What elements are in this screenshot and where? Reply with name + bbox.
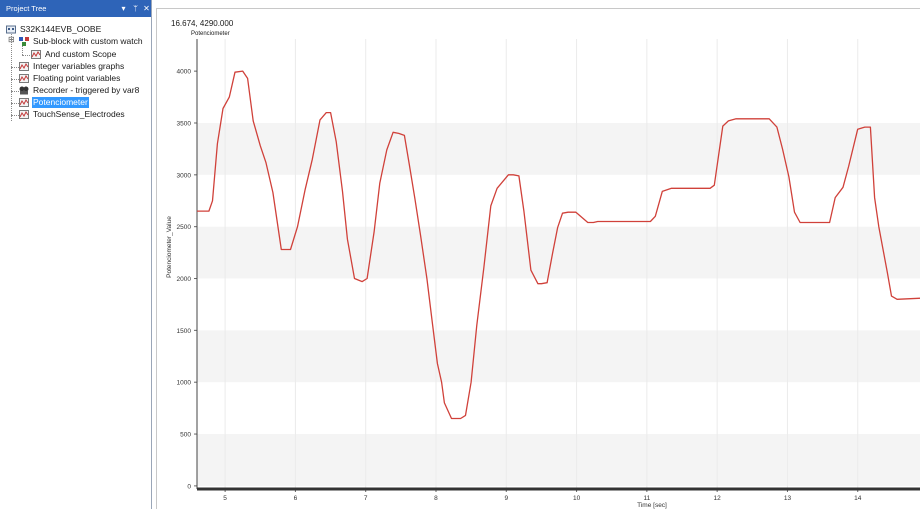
project-icon: [6, 25, 16, 34]
project-tree-header: Project Tree ▾ ᛘ ✕: [0, 0, 151, 17]
tree-item-label: Sub-block with custom watch: [33, 36, 143, 46]
dropdown-icon[interactable]: ▾: [121, 4, 126, 13]
tree-guide-line: [11, 34, 12, 121]
tree-item-project-root[interactable]: S32K144EVB_OOBE: [6, 24, 102, 35]
tree-guide-line: [11, 115, 19, 116]
tree-item-touchsense-electrodes[interactable]: TouchSense_Electrodes: [19, 109, 126, 120]
grid-band: [197, 226, 920, 279]
pin-icon[interactable]: ᛘ: [133, 4, 138, 13]
chart-series: [197, 70, 920, 420]
tree-item-floating-point-variables[interactable]: Floating point variables: [19, 73, 121, 84]
chart-title: Potenciometer: [191, 31, 230, 37]
scope-icon: [19, 98, 29, 108]
x-tick-label: 13: [784, 495, 792, 502]
y-tick-label: 3500: [177, 120, 192, 127]
scope-chart-panel[interactable]: 5 6 7 8 9 10 11 12 13 14 0 500 1000 1500 2000 2500 3000 3…: [156, 8, 920, 509]
y-axis-label: Potenciometer_Value: [166, 216, 173, 278]
collapse-icon[interactable]: ⊟: [8, 35, 15, 44]
tree-item-potenciometer[interactable]: Potenciometer: [19, 97, 89, 108]
y-tick-label: 1000: [177, 380, 192, 387]
x-tick-label: 14: [854, 495, 862, 502]
scope-icon: [19, 110, 29, 120]
grid-band: [197, 330, 920, 383]
tree-item-label: And custom Scope: [45, 49, 117, 59]
tree-item-label: Floating point variables: [33, 73, 121, 83]
x-tick-label: 11: [643, 495, 650, 502]
tree-item-label: Recorder - triggered by var8: [33, 85, 140, 95]
subblock-icon: [19, 37, 29, 47]
x-tick-label: 8: [434, 495, 438, 502]
x-axis-label: Time [sec]: [637, 502, 667, 509]
y-tick-label: 2500: [177, 224, 192, 231]
x-tick-label: 5: [223, 495, 227, 502]
y-tick-label: 4000: [177, 69, 192, 76]
recorder-icon: [19, 86, 29, 95]
scope-icon: [19, 62, 29, 72]
scope-icon: [31, 50, 41, 60]
x-tick-label: 12: [714, 495, 722, 502]
tree-item-label: Integer variables graphs: [33, 61, 125, 71]
tree-item-sub-block[interactable]: Sub-block with custom watch: [19, 36, 144, 47]
tree-guide-line: [22, 46, 23, 55]
scope-chart[interactable]: 5 6 7 8 9 10 11 12 13 14 0 500 1000 1500 2000 2500 3000 3…: [157, 9, 920, 510]
tree-item-recorder[interactable]: Recorder - triggered by var8: [19, 85, 140, 96]
tree-item-and-custom-scope[interactable]: And custom Scope: [31, 49, 117, 60]
project-tree-title: Project Tree: [6, 4, 47, 13]
tree-item-label: TouchSense_Electrodes: [33, 109, 125, 119]
y-tick-label: 3000: [177, 172, 192, 179]
x-tick-label: 6: [294, 495, 298, 502]
chart-grid-bands: [197, 122, 920, 486]
tree-guide-line: [11, 103, 19, 104]
grid-band: [197, 122, 920, 175]
y-tick-label: 0: [187, 483, 191, 490]
y-tick-label: 500: [180, 432, 191, 439]
close-icon[interactable]: ✕: [143, 4, 150, 13]
project-tree-panel: Project Tree ▾ ᛘ ✕ S32K144EVB_OOBE: [0, 0, 152, 509]
scope-icon: [19, 74, 29, 84]
series-line-potenciometer: [197, 70, 920, 420]
chart-axes: 5 6 7 8 9 10 11 12 13 14 0 500 1000 1500 2000 2500 3000 3…: [177, 39, 920, 502]
tree-guide-line: [11, 67, 19, 68]
x-tick-label: 10: [573, 495, 581, 502]
tree-item-integer-variables-graphs[interactable]: Integer variables graphs: [19, 61, 125, 72]
grid-band: [197, 434, 920, 486]
x-tick-label: 9: [504, 495, 508, 502]
tree-guide-line: [11, 79, 19, 80]
tree-guide-line: [11, 91, 19, 92]
x-tick-label: 7: [364, 495, 368, 502]
y-tick-label: 2000: [177, 276, 192, 283]
tree-guide-line: [22, 55, 30, 56]
cursor-readout: 16.674, 4290.000: [171, 19, 234, 28]
tree-item-label: Potenciometer: [32, 97, 89, 108]
tree-item-label: S32K144EVB_OOBE: [20, 24, 102, 34]
y-tick-label: 1500: [177, 328, 192, 335]
chart-grid-lines: [224, 39, 859, 489]
